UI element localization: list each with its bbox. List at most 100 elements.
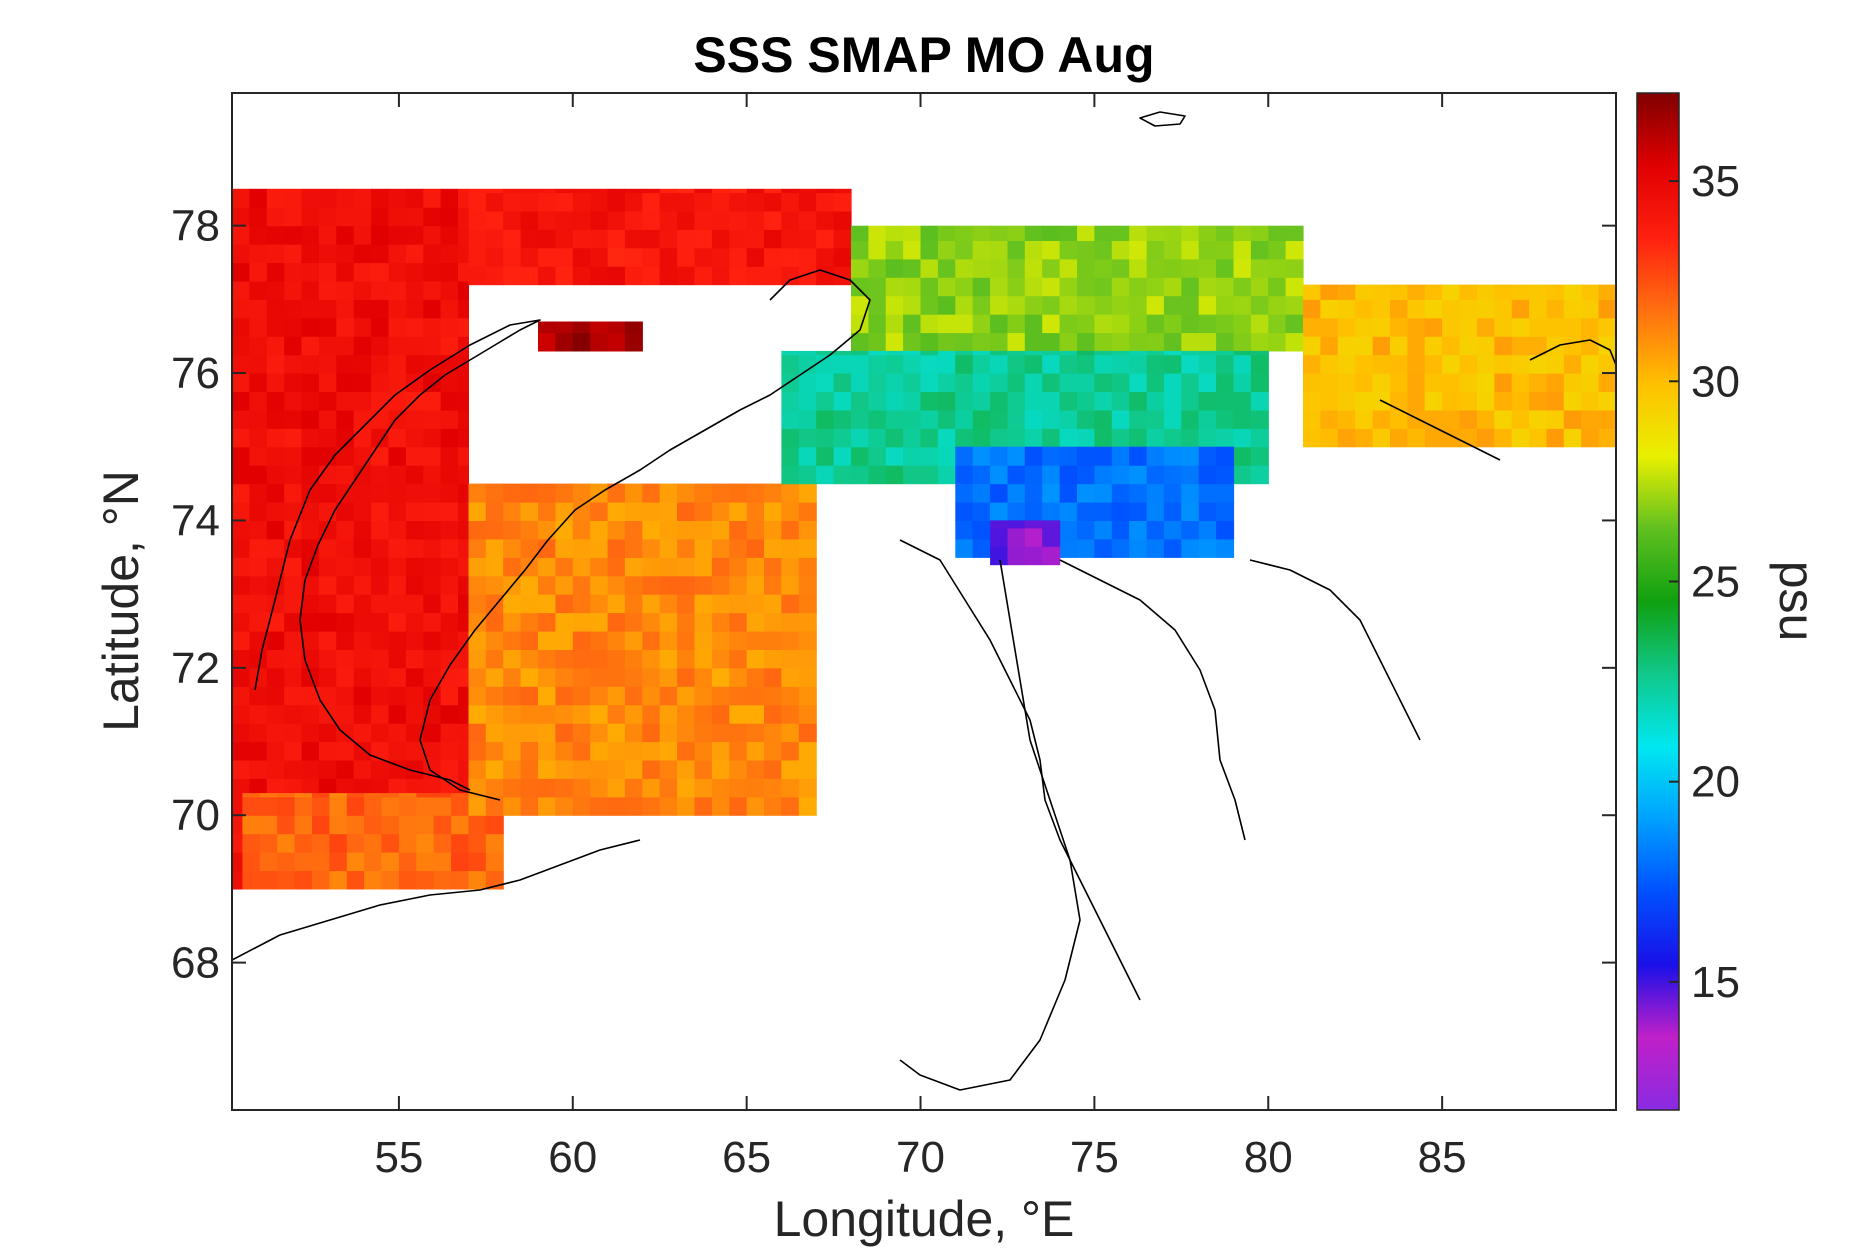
heatmap-cell [746, 741, 765, 761]
y-tick-label: 72 [171, 644, 220, 693]
heatmap-cell [1424, 336, 1443, 356]
heatmap-cell [266, 225, 285, 245]
heatmap-cell [1163, 354, 1182, 374]
heatmap-cell [284, 612, 303, 632]
heatmap-cell [1198, 314, 1217, 334]
heatmap-cell [798, 557, 817, 577]
heatmap-cell [659, 483, 678, 503]
heatmap-cell [232, 612, 250, 632]
heatmap-cell [1337, 373, 1356, 392]
heatmap-cell [555, 538, 574, 558]
heatmap-cell [1216, 373, 1235, 392]
x-tick-label: 65 [722, 1133, 771, 1182]
heatmap-cell [1390, 391, 1408, 411]
heatmap-cell [711, 575, 730, 595]
heatmap-cell [318, 631, 337, 650]
heatmap-cell [1546, 373, 1565, 392]
heatmap-cell [1546, 391, 1565, 411]
heatmap-cell [485, 483, 504, 503]
heatmap-cell [1198, 483, 1217, 503]
heatmap-cell [1007, 520, 1026, 529]
heatmap-cell [353, 631, 372, 650]
heatmap-cell [1024, 391, 1043, 411]
heatmap-cell [423, 520, 442, 540]
heatmap-cell [1546, 354, 1565, 374]
heatmap-cell [232, 262, 250, 282]
heatmap-cell [1181, 350, 1200, 356]
heatmap-cell [746, 667, 765, 687]
heatmap-cell [920, 314, 939, 334]
heatmap-cell [1007, 354, 1026, 374]
heatmap-cell [468, 247, 487, 267]
heatmap-cell [659, 575, 678, 595]
heatmap-cell [405, 520, 424, 540]
heatmap-cell [336, 502, 355, 521]
heatmap-cell [729, 778, 748, 798]
heatmap-cell [433, 793, 452, 798]
heatmap-cell [572, 210, 591, 230]
heatmap-cell [1059, 332, 1078, 352]
heatmap-cell [624, 704, 643, 724]
heatmap-cell [677, 575, 696, 595]
heatmap-cell [1390, 428, 1408, 448]
heatmap-cell [423, 299, 442, 319]
heatmap-cell [1390, 336, 1408, 356]
heatmap-cell [249, 188, 268, 208]
heatmap-cell [990, 428, 1009, 448]
heatmap-cell [624, 723, 643, 743]
heatmap-cell [301, 594, 320, 614]
heatmap-cell [440, 538, 459, 558]
heatmap-cell [346, 870, 365, 890]
heatmap-cell [485, 210, 504, 230]
heatmap-cell [798, 350, 817, 356]
heatmap-cell [1042, 409, 1061, 429]
heatmap-cell [607, 321, 626, 334]
heatmap-cell [607, 667, 626, 687]
heatmap-cell [1494, 336, 1513, 356]
heatmap-cell [764, 796, 782, 816]
heatmap-cell [1285, 295, 1304, 315]
heatmap-cell [1042, 446, 1061, 466]
heatmap-cell [1077, 295, 1095, 315]
heatmap-cell [1059, 373, 1078, 392]
heatmap-cell [1163, 295, 1182, 315]
heatmap-cell [318, 686, 337, 706]
heatmap-cell [851, 465, 869, 485]
heatmap-cell [440, 244, 459, 264]
heatmap-cell [232, 704, 250, 724]
heatmap-cell [284, 299, 303, 319]
heatmap-cell [1598, 409, 1616, 429]
heatmap-cell [746, 538, 765, 558]
heatmap-cell [572, 667, 591, 687]
heatmap-cell [458, 741, 469, 761]
heatmap-cell [1442, 336, 1461, 356]
heatmap-cell [885, 314, 904, 334]
heatmap-cell [353, 428, 372, 448]
heatmap-cell [423, 428, 442, 448]
heatmap-cell [798, 354, 817, 374]
heatmap-cell [1042, 350, 1061, 356]
heatmap-cell [677, 631, 696, 650]
heatmap-cell [642, 612, 661, 632]
heatmap-cell [1163, 502, 1182, 521]
heatmap-cell [232, 502, 250, 521]
heatmap-cell [781, 391, 800, 411]
heatmap-cell [868, 332, 887, 352]
heatmap-cell [590, 538, 609, 558]
x-tick-label: 60 [548, 1133, 597, 1182]
heatmap-cell [416, 852, 435, 872]
heatmap-cell [729, 520, 748, 540]
heatmap-cell [1111, 483, 1130, 503]
heatmap-cell [1337, 409, 1356, 429]
heatmap-cell [572, 686, 591, 706]
heatmap-cell [572, 557, 591, 577]
heatmap-cell [711, 778, 730, 798]
heatmap-cell [538, 778, 556, 798]
heatmap-cell [729, 704, 748, 724]
heatmap-cell [1077, 520, 1095, 540]
heatmap-cell [1042, 428, 1061, 448]
heatmap-cell [1216, 502, 1235, 521]
heatmap-cell [336, 778, 355, 798]
heatmap-cell [458, 520, 469, 540]
heatmap-cell [1372, 284, 1391, 300]
